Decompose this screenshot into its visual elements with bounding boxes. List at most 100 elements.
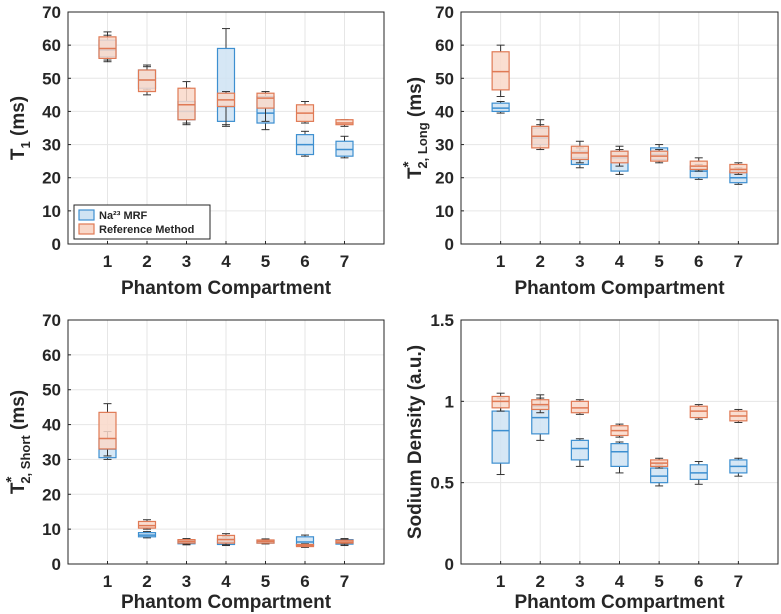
y-tick-label: 10: [42, 520, 61, 539]
box-reference-4: [610, 423, 629, 438]
box-mrf-1: [491, 397, 510, 476]
box-reference-1: [98, 31, 117, 63]
y-axis-label: T1 (ms): [8, 96, 33, 160]
x-tick-label: 5: [261, 252, 270, 271]
box-reference-1: [98, 403, 117, 457]
y-tick-label: 70: [42, 311, 61, 330]
x-tick-label: 2: [536, 252, 545, 271]
box-reference-5: [256, 538, 275, 545]
x-axis-label: Phantom Compartment: [121, 278, 332, 299]
x-tick-label: 2: [142, 252, 151, 271]
box-body: [491, 395, 510, 409]
box-body: [610, 443, 629, 468]
y-tick-label: 1: [445, 392, 454, 411]
box-reference-7: [335, 539, 354, 545]
y-tick-label: 20: [42, 169, 61, 188]
y-tick-label: 40: [42, 416, 61, 435]
box-mrf-7: [335, 135, 354, 159]
y-tick-label: 0: [445, 555, 454, 574]
x-tick-label: 6: [694, 572, 703, 591]
legend-label-reference: Reference Method: [99, 224, 194, 236]
box-mrf-2: [137, 531, 157, 539]
box-reference-2: [137, 64, 157, 96]
box-reference-7: [335, 119, 354, 127]
y-tick-label: 50: [42, 381, 61, 400]
y-tick-label: 30: [42, 136, 61, 155]
x-tick-label: 7: [734, 252, 743, 271]
box-reference-1: [491, 392, 510, 412]
box-reference-4: [216, 533, 236, 546]
box-reference-5: [650, 457, 669, 469]
y-tick-label: 0: [52, 235, 61, 254]
x-tick-label: 6: [300, 252, 309, 271]
y-tick-label: 60: [42, 346, 61, 365]
box-reference-3: [570, 140, 589, 164]
box-reference-2: [137, 519, 157, 530]
x-tick-label: 3: [182, 252, 191, 271]
box-body: [98, 411, 117, 450]
box-body: [491, 410, 510, 464]
chart-panel-density: 0 0.5 1 1.5 1 2 3 4 5 6 7 Phantom Compartment Sodium…: [405, 311, 779, 613]
box-reference-3: [177, 81, 196, 124]
y-tick-label: 50: [42, 69, 61, 88]
x-tick-label: 5: [654, 572, 663, 591]
box-mrf-7: [729, 457, 748, 477]
y-tick-label: 10: [42, 202, 61, 221]
box-reference-2: [531, 394, 550, 414]
x-axis-label: Phantom Compartment: [514, 592, 725, 613]
x-tick-label: 6: [694, 252, 703, 271]
x-tick-label: 4: [221, 252, 231, 271]
y-tick-label: 40: [435, 102, 454, 121]
box-body: [98, 36, 117, 59]
box-body: [531, 125, 550, 149]
box-reference-5: [256, 91, 275, 122]
chart-panel-t2long: 0 10 20 30 40 50 60 70 1 2 3 4 5 6 7 Phantom Compartmen…: [400, 3, 779, 299]
y-tick-label: 1.5: [430, 311, 454, 330]
box-reference-4: [610, 149, 629, 167]
box-mrf-3: [570, 438, 589, 467]
y-tick-label: 70: [42, 3, 61, 22]
box-reference-7: [729, 408, 748, 423]
box-body: [256, 92, 275, 109]
x-tick-label: 5: [654, 252, 663, 271]
x-tick-label: 1: [103, 572, 112, 591]
legend: Na²³ MRF Reference Method: [73, 204, 211, 240]
box-reference-1: [491, 44, 510, 98]
box-body: [689, 405, 708, 419]
legend-swatch-reference: [78, 223, 95, 235]
y-tick-label: 60: [435, 36, 454, 55]
box-body: [491, 51, 510, 91]
x-tick-label: 5: [261, 572, 270, 591]
chart-panel-t2short: 0 10 20 30 40 50 60 70 1 2 3 4 5 6 7 Phantom Compartmen…: [3, 311, 385, 613]
y-tick-label: 30: [435, 136, 454, 155]
box-reference-3: [177, 538, 196, 545]
x-tick-label: 7: [340, 572, 349, 591]
x-tick-label: 1: [496, 252, 505, 271]
box-body: [137, 520, 157, 529]
y-tick-label: 20: [42, 485, 61, 504]
x-tick-label: 6: [300, 572, 309, 591]
box-mrf-6: [689, 461, 708, 485]
y-tick-label: 0.5: [430, 474, 454, 493]
box-reference-6: [295, 100, 315, 124]
box-reference-3: [570, 399, 589, 415]
y-axis-label: Sodium Density (a.u.): [405, 345, 426, 539]
x-tick-label: 3: [575, 572, 584, 591]
box-reference-6: [295, 543, 315, 548]
x-tick-label: 2: [536, 572, 545, 591]
y-tick-label: 60: [42, 36, 61, 55]
x-tick-label: 7: [734, 572, 743, 591]
box-body: [137, 69, 157, 93]
box-body: [335, 119, 354, 126]
y-axis-label: T*2, Long (ms): [400, 77, 430, 179]
x-tick-label: 1: [496, 572, 505, 591]
box-mrf-4: [610, 441, 629, 474]
box-reference-2: [531, 119, 550, 151]
legend-label-mrf: Na²³ MRF: [99, 210, 148, 222]
x-tick-label: 4: [615, 572, 625, 591]
box-body: [570, 400, 589, 414]
y-tick-label: 10: [435, 202, 454, 221]
y-tick-label: 20: [435, 169, 454, 188]
y-tick-label: 70: [435, 3, 454, 22]
